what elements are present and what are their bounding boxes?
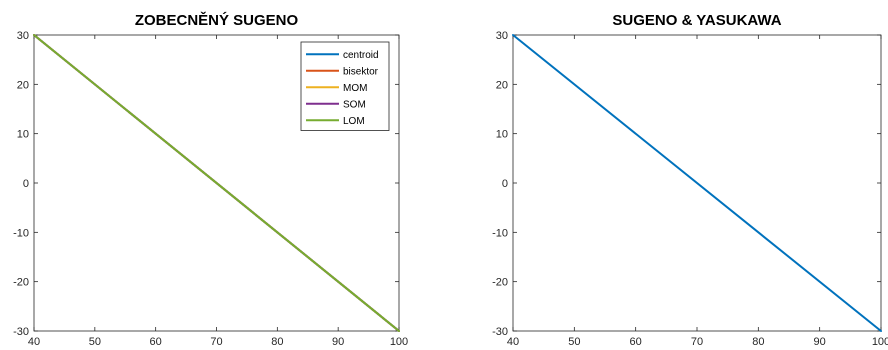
- x-tick-label: 100: [872, 336, 888, 348]
- y-tick-label: 30: [17, 30, 29, 42]
- y-tick-label: 30: [496, 30, 508, 42]
- x-tick-label: 60: [630, 336, 642, 348]
- x-tick-label: 90: [332, 336, 344, 348]
- x-tick-label: 100: [390, 336, 408, 348]
- x-tick-label: 40: [507, 336, 519, 348]
- x-tick-label: 50: [568, 336, 580, 348]
- x-tick-label: 70: [210, 336, 222, 348]
- y-tick-label: 0: [502, 178, 508, 190]
- y-tick-label: 10: [17, 129, 29, 141]
- legend-label: bisektor: [343, 66, 379, 77]
- y-tick-label: -20: [492, 277, 508, 289]
- series-line: [33, 34, 400, 332]
- y-tick-label: 0: [23, 178, 29, 190]
- x-tick-label: 40: [28, 336, 40, 348]
- x-tick-label: 60: [150, 336, 162, 348]
- y-tick-label: -10: [13, 227, 29, 239]
- legend-label: SOM: [343, 99, 366, 110]
- y-tick-label: -20: [13, 277, 29, 289]
- x-tick-label: 70: [691, 336, 703, 348]
- series-line: [512, 34, 882, 332]
- chart-title: ZOBECNĚNÝ SUGENO: [135, 11, 299, 29]
- chart-title: SUGENO & YASUKAWA: [612, 12, 781, 29]
- x-tick-label: 50: [89, 336, 101, 348]
- y-tick-label: -30: [13, 326, 29, 338]
- y-tick-label: 20: [17, 79, 29, 91]
- legend-label: LOM: [343, 116, 365, 127]
- legend: centroid bisektor MOM SOM LOM: [300, 41, 390, 131]
- legend-label: MOM: [343, 83, 367, 94]
- y-tick-label: 20: [496, 79, 508, 91]
- x-tick-label: 80: [271, 336, 283, 348]
- y-tick-label: -30: [492, 326, 508, 338]
- x-tick-label: 90: [814, 336, 826, 348]
- x-tick-label: 80: [752, 336, 764, 348]
- legend-label: centroid: [343, 50, 379, 61]
- y-tick-label: 10: [496, 129, 508, 141]
- y-tick-label: -10: [492, 227, 508, 239]
